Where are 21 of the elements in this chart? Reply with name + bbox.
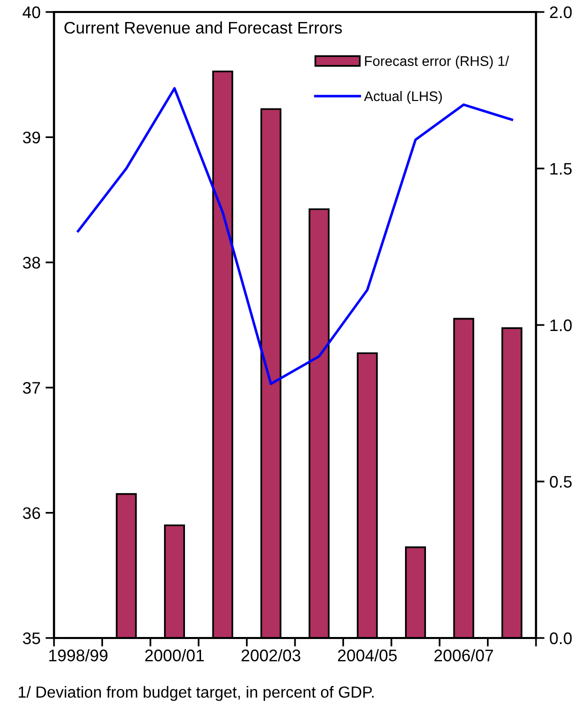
y-tick-label: 37 (22, 382, 40, 394)
line-series (76, 87, 514, 386)
x-tick-label: 1998/99 (49, 649, 108, 662)
y-tick-label: 39 (22, 132, 40, 144)
x-tick-label: 2000/01 (145, 649, 204, 662)
y-tick-label: 36 (22, 507, 40, 520)
y-tick-label: 35 (22, 632, 40, 644)
y-tick-label: 38 (22, 256, 40, 269)
y2-tick-label: 0.5 (550, 476, 572, 488)
legend-label: Forecast error (RHS) 1/ (365, 56, 510, 69)
text: 1/ Deviation from budget target, in percent of GDP. (18, 686, 374, 701)
y2-tick-label: 1.5 (550, 163, 572, 175)
x-tick-label: 2002/03 (242, 649, 300, 662)
y2-tick-label: 2.0 (550, 6, 572, 18)
legend-label: Actual (LHS) (364, 90, 442, 104)
y-tick-label: 40 (22, 6, 40, 18)
y2-tick-label: 0.0 (550, 632, 572, 644)
x-tick-label: 2004/05 (338, 649, 397, 662)
y2-tick-label: 1.0 (550, 319, 572, 332)
chart-title: Current Revenue and Forecast Errors (64, 21, 342, 34)
x-tick-label: 2006/07 (434, 649, 493, 662)
